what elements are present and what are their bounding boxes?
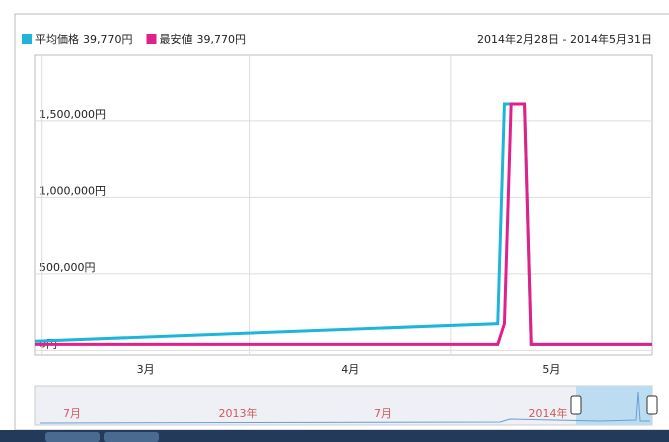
series-line <box>35 102 652 346</box>
navigator <box>34 385 653 426</box>
navigator-label: 2014年 <box>529 406 568 420</box>
x-tick-label: 4月 <box>341 363 359 376</box>
plot-area <box>34 54 653 356</box>
navigator-line <box>39 391 650 424</box>
y-tick-label: 500,000円 <box>39 261 96 274</box>
y-tick-label: 1,000,000円 <box>39 184 106 197</box>
navigator-label: 7月 <box>374 407 392 420</box>
navigator-handle[interactable] <box>646 395 658 415</box>
y-tick-label: 1,500,000円 <box>39 108 106 121</box>
navigator-label: 7月 <box>63 407 81 420</box>
taskbar-button[interactable] <box>45 432 100 442</box>
taskbar <box>0 430 669 442</box>
legend-value: 39,770円 <box>83 33 133 46</box>
navigator-handle[interactable] <box>570 395 582 415</box>
navigator-range[interactable] <box>576 386 652 425</box>
legend-value: 39,770円 <box>197 33 247 46</box>
x-tick-label: 3月 <box>137 363 155 376</box>
legend-label: 最安値 <box>160 32 193 46</box>
legend-label: 平均価格 <box>35 32 79 46</box>
date-range: 2014年2月28日 - 2014年5月31日 <box>477 32 652 46</box>
x-tick-label: 5月 <box>542 363 560 376</box>
legend-swatch <box>146 34 157 44</box>
legend-swatch <box>22 34 32 44</box>
taskbar-button[interactable] <box>104 432 159 442</box>
navigator-label: 2013年 <box>219 406 258 420</box>
